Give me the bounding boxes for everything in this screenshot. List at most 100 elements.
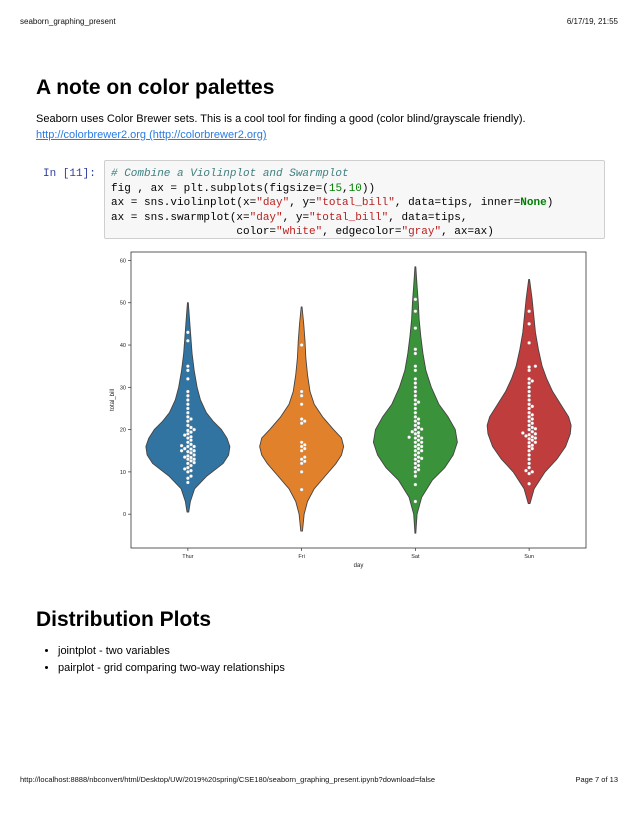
swarm-point bbox=[527, 471, 531, 476]
code-token: ax = sns.violinplot(x= bbox=[111, 197, 257, 209]
swarm-point bbox=[407, 435, 411, 439]
swarm-point bbox=[416, 417, 421, 421]
swarm-point bbox=[413, 402, 418, 406]
swarm-point bbox=[186, 406, 190, 411]
palette-description: Seaborn uses Color Brewer sets. This is … bbox=[36, 113, 526, 125]
colorbrewer-link[interactable]: http://colorbrewer2.org (http://colorbre… bbox=[36, 129, 267, 141]
swarm-point bbox=[299, 457, 304, 461]
swarm-point bbox=[419, 449, 424, 453]
swarm-point bbox=[189, 435, 193, 439]
code-line: color="white", edgecolor="gray", ax=ax) bbox=[111, 225, 598, 238]
x-tick-label: Sat bbox=[411, 554, 420, 560]
y-tick-label: 40 bbox=[120, 343, 126, 349]
list-item: pairplot - grid comparing two-way relati… bbox=[58, 660, 285, 677]
swarm-point bbox=[416, 446, 421, 451]
swarm-point bbox=[527, 394, 531, 398]
swarm-point bbox=[189, 447, 193, 451]
swarm-point bbox=[530, 438, 534, 442]
swarm-point bbox=[527, 432, 531, 437]
swarm-point bbox=[186, 419, 190, 423]
swarm-point bbox=[299, 461, 304, 466]
swarm-point bbox=[416, 425, 421, 430]
swarm-point bbox=[413, 347, 418, 351]
code-token: )) bbox=[361, 182, 376, 195]
swarm-point bbox=[533, 436, 538, 440]
swarm-point bbox=[527, 389, 531, 394]
swarm-point bbox=[299, 440, 304, 445]
swarm-point bbox=[192, 453, 196, 457]
swarm-point bbox=[413, 449, 418, 453]
swarm-point bbox=[413, 309, 418, 313]
swarm-point bbox=[419, 440, 424, 445]
swarm-point bbox=[527, 406, 531, 411]
swarm-point bbox=[527, 461, 531, 466]
x-axis-label: day bbox=[354, 563, 364, 569]
swarm-point bbox=[413, 398, 418, 402]
swarm-point bbox=[186, 470, 190, 474]
swarm-point bbox=[527, 423, 531, 428]
code-cell[interactable]: # Combine a Violinplot and Swarmplot fig … bbox=[104, 160, 605, 239]
swarm-point bbox=[413, 368, 418, 373]
x-tick-label: Fri bbox=[298, 554, 304, 560]
swarm-point bbox=[416, 443, 421, 447]
swarm-point bbox=[189, 474, 193, 478]
swarm-point bbox=[189, 463, 193, 468]
swarm-point bbox=[303, 455, 307, 459]
swarm-point bbox=[416, 430, 421, 435]
swarm-point bbox=[413, 499, 418, 504]
swarm-point bbox=[413, 457, 418, 461]
swarm-point bbox=[530, 417, 534, 421]
swarm-point bbox=[189, 459, 193, 463]
swarm-point bbox=[530, 425, 534, 430]
swarm-point bbox=[530, 435, 534, 439]
swarm-point bbox=[183, 467, 187, 471]
code-token: 15 bbox=[328, 182, 343, 195]
swarm-point bbox=[416, 421, 421, 425]
swarm-point bbox=[299, 389, 304, 394]
swarm-point bbox=[186, 377, 190, 381]
swarm-point bbox=[186, 410, 190, 415]
swarm-point bbox=[413, 427, 418, 432]
swarm-point bbox=[186, 428, 190, 433]
swarm-point bbox=[186, 480, 190, 485]
swarm-point bbox=[299, 343, 304, 347]
code-line: ax = sns.swarmplot(x="day", y="total_bil… bbox=[111, 211, 598, 226]
swarm-point bbox=[179, 443, 184, 448]
code-token: , bbox=[342, 182, 349, 195]
swarm-point bbox=[186, 394, 190, 398]
swarm-point bbox=[413, 381, 418, 385]
cell-prompt: In [11]: bbox=[43, 168, 96, 180]
swarm-point bbox=[189, 468, 193, 473]
violin-swarm-plot: 0 10 20 30 40 50 60 Thur Fri Sat Sun day total_bill bbox=[110, 251, 587, 569]
swarm-point bbox=[299, 449, 304, 453]
swarm-point bbox=[527, 444, 531, 449]
swarm-point bbox=[527, 402, 531, 406]
section-heading-palettes: A note on color palettes bbox=[36, 76, 275, 99]
code-token: "total_bill" bbox=[309, 211, 389, 224]
swarm-point bbox=[299, 402, 304, 406]
swarm-point bbox=[416, 434, 421, 438]
swarm-point bbox=[527, 465, 531, 470]
code-token: ) bbox=[546, 197, 554, 209]
swarm-point bbox=[186, 444, 190, 449]
code-token: "day" bbox=[249, 211, 283, 224]
swarm-point bbox=[413, 415, 418, 419]
swarm-point bbox=[416, 459, 421, 464]
swarm-point bbox=[413, 297, 418, 302]
swarm-point bbox=[413, 364, 418, 368]
swarm-point bbox=[183, 455, 187, 459]
swarm-point bbox=[416, 438, 421, 442]
swarm-point bbox=[416, 463, 421, 468]
y-tick-label: 60 bbox=[120, 258, 126, 264]
swarm-point bbox=[527, 410, 531, 415]
swarm-point bbox=[413, 419, 418, 423]
page-header-title: seaborn_graphing_present bbox=[20, 17, 116, 26]
swarm-point bbox=[189, 417, 193, 421]
swarm-point bbox=[524, 434, 528, 438]
swarm-point bbox=[303, 459, 307, 464]
swarm-point bbox=[183, 446, 187, 451]
swarm-point bbox=[419, 436, 424, 440]
swarm-point bbox=[413, 461, 418, 466]
swarm-point bbox=[413, 470, 418, 474]
swarm-point bbox=[527, 415, 531, 419]
